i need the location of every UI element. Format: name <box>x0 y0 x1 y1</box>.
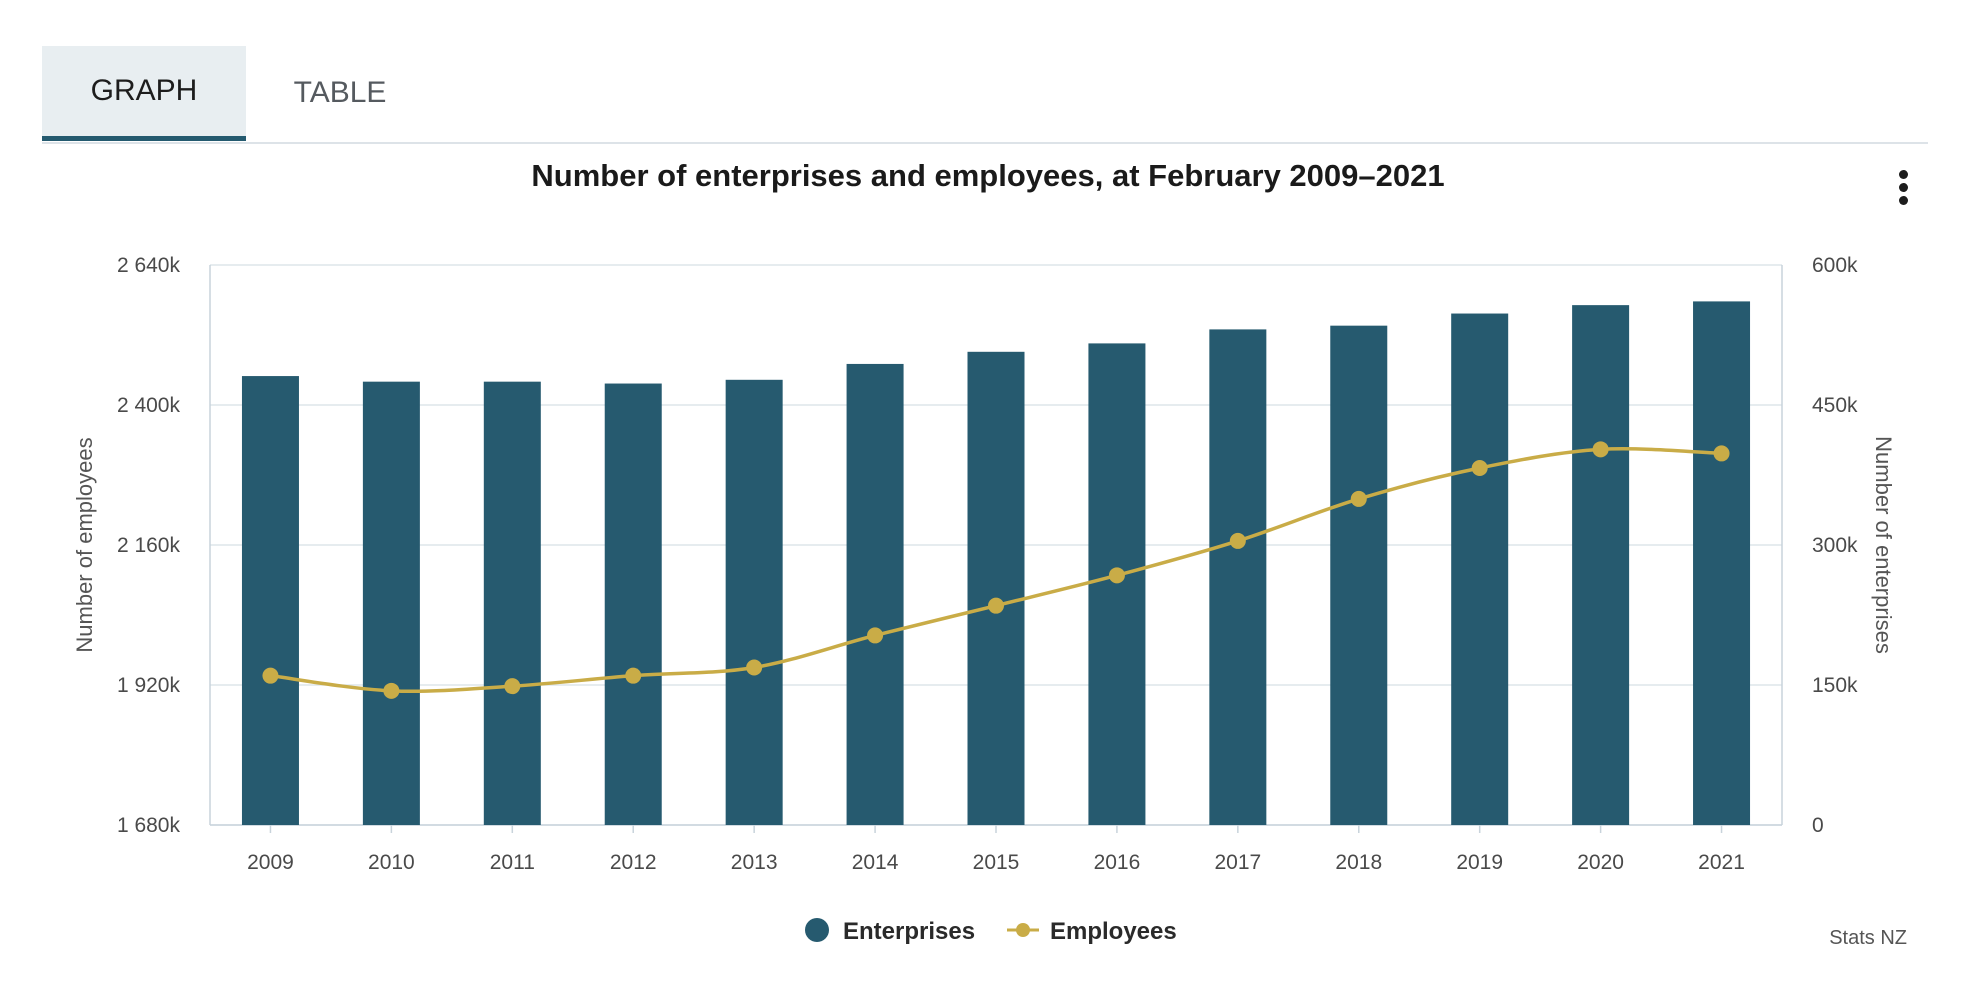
x-tick-label: 2017 <box>1214 851 1261 874</box>
bar-enterprises <box>1451 313 1509 825</box>
point-employees <box>1108 567 1125 584</box>
x-tick-label: 2016 <box>1094 851 1141 874</box>
bar-enterprises <box>1330 325 1388 825</box>
y-right-tick-label: 0 <box>1812 814 1824 837</box>
y-right-tick-label: 450k <box>1812 394 1858 417</box>
point-employees <box>746 659 763 676</box>
chart-title: Number of enterprises and employees, at … <box>531 158 1444 193</box>
bar-enterprises <box>725 379 783 825</box>
bar-enterprises <box>1693 301 1751 825</box>
bar-enterprises <box>241 376 299 825</box>
chart-tabs: GRAPH TABLE <box>42 46 1928 144</box>
bar-enterprises <box>846 363 904 825</box>
x-tick-label: 2021 <box>1698 851 1745 874</box>
x-tick-label: 2009 <box>247 851 294 874</box>
x-tick-label: 2011 <box>490 851 535 874</box>
bar-enterprises <box>1088 343 1146 825</box>
y-right-tick-label: 600k <box>1812 254 1858 277</box>
y-left-tick-label: 2 640k <box>117 254 181 277</box>
legend-employees-marker-icon <box>1016 923 1030 937</box>
x-tick-label: 2015 <box>973 851 1020 874</box>
point-employees <box>625 667 642 684</box>
right-axis-title: Number of enterprises <box>1871 436 1896 654</box>
point-employees <box>1350 490 1367 507</box>
x-tick-label: 2013 <box>731 851 778 874</box>
y-left-tick-label: 1 920k <box>117 674 181 697</box>
legend-enterprises-icon <box>805 918 829 942</box>
x-tick-label: 2014 <box>852 851 899 874</box>
y-left-tick-label: 2 160k <box>117 534 181 557</box>
point-employees <box>1713 445 1730 462</box>
point-employees <box>1592 441 1609 458</box>
point-employees <box>988 597 1004 614</box>
bars-enterprises <box>241 301 1751 826</box>
credit: Stats NZ <box>1829 927 1907 949</box>
point-employees <box>383 682 400 699</box>
y-left-tick-label: 2 400k <box>117 394 181 417</box>
line-employees <box>262 441 1730 699</box>
legend-enterprises[interactable]: Enterprises <box>843 918 975 945</box>
point-employees <box>867 627 884 644</box>
more-vertical-icon[interactable] <box>1888 166 1918 210</box>
tab-table[interactable]: TABLE <box>293 76 387 109</box>
bar-enterprises <box>362 381 420 825</box>
bar-enterprises <box>604 383 662 825</box>
point-employees <box>262 667 279 684</box>
tab-graph[interactable]: GRAPH <box>42 46 246 141</box>
y-left-tick-label: 1 680k <box>117 814 181 837</box>
bar-enterprises <box>1572 305 1630 826</box>
axis-ticks: 1 680k 1 920k 2 160k 2 400k 2 640k 0 150k 300k 4… <box>117 254 1858 874</box>
legend: Enterprises Employees <box>805 918 1177 945</box>
chart: Number of enterprises and employees, at … <box>72 158 1907 949</box>
point-employees <box>1471 460 1488 476</box>
bar-enterprises <box>967 351 1025 825</box>
bar-enterprises <box>1209 329 1267 825</box>
x-tick-label: 2018 <box>1335 851 1382 874</box>
point-employees <box>504 678 521 695</box>
x-tick-label: 2019 <box>1456 851 1503 874</box>
x-tick-label: 2010 <box>368 851 415 874</box>
x-tick-label: 2012 <box>610 851 657 874</box>
bar-enterprises <box>483 381 541 825</box>
y-right-tick-label: 300k <box>1812 534 1858 557</box>
legend-employees[interactable]: Employees <box>1050 918 1177 945</box>
x-tick-label: 2020 <box>1577 851 1624 874</box>
point-employees <box>1229 532 1246 549</box>
y-right-tick-label: 150k <box>1812 674 1858 697</box>
left-axis-title: Number of employees <box>72 437 97 652</box>
